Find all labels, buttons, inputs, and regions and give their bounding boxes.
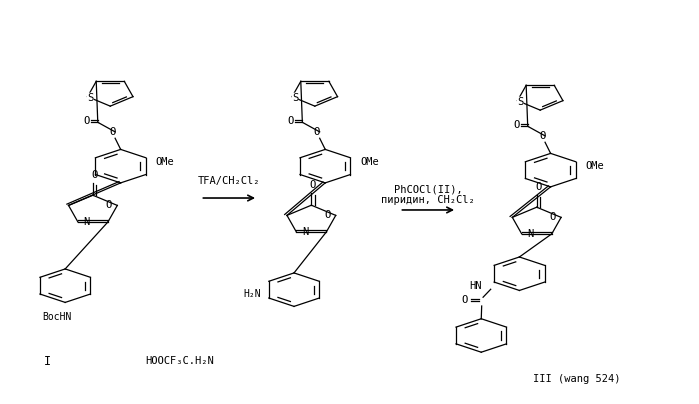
Text: PhCOCl(II),: PhCOCl(II), <box>394 185 463 195</box>
Text: OMe: OMe <box>360 157 379 167</box>
Text: BocHN: BocHN <box>42 312 71 322</box>
Text: O: O <box>106 200 112 210</box>
Text: HOOCF₃C.H₂N: HOOCF₃C.H₂N <box>145 356 214 366</box>
Text: OMe: OMe <box>155 157 174 167</box>
Text: O: O <box>549 213 556 222</box>
Text: O: O <box>91 170 97 180</box>
Text: O: O <box>539 130 545 141</box>
Text: N: N <box>302 227 308 237</box>
Text: O: O <box>310 180 316 190</box>
Text: пиридин, CH₂Cl₂: пиридин, CH₂Cl₂ <box>382 195 475 205</box>
Text: H₂N: H₂N <box>244 288 261 299</box>
Text: O: O <box>109 127 115 137</box>
Text: III (wang 524): III (wang 524) <box>533 375 621 384</box>
Text: O: O <box>513 120 519 130</box>
Text: S: S <box>517 97 524 107</box>
Text: O: O <box>83 116 89 126</box>
Text: O: O <box>535 182 541 192</box>
Text: O: O <box>314 127 320 137</box>
Text: S: S <box>87 93 94 103</box>
Text: N: N <box>527 229 533 239</box>
Text: OMe: OMe <box>585 161 604 171</box>
Text: TFA/CH₂Cl₂: TFA/CH₂Cl₂ <box>198 176 261 186</box>
Text: S: S <box>291 93 298 103</box>
Text: O: O <box>461 295 468 305</box>
Text: O: O <box>324 210 330 220</box>
Text: I: I <box>44 355 52 368</box>
Text: O: O <box>288 116 294 126</box>
Text: N: N <box>83 217 89 227</box>
Text: HN: HN <box>469 281 482 291</box>
